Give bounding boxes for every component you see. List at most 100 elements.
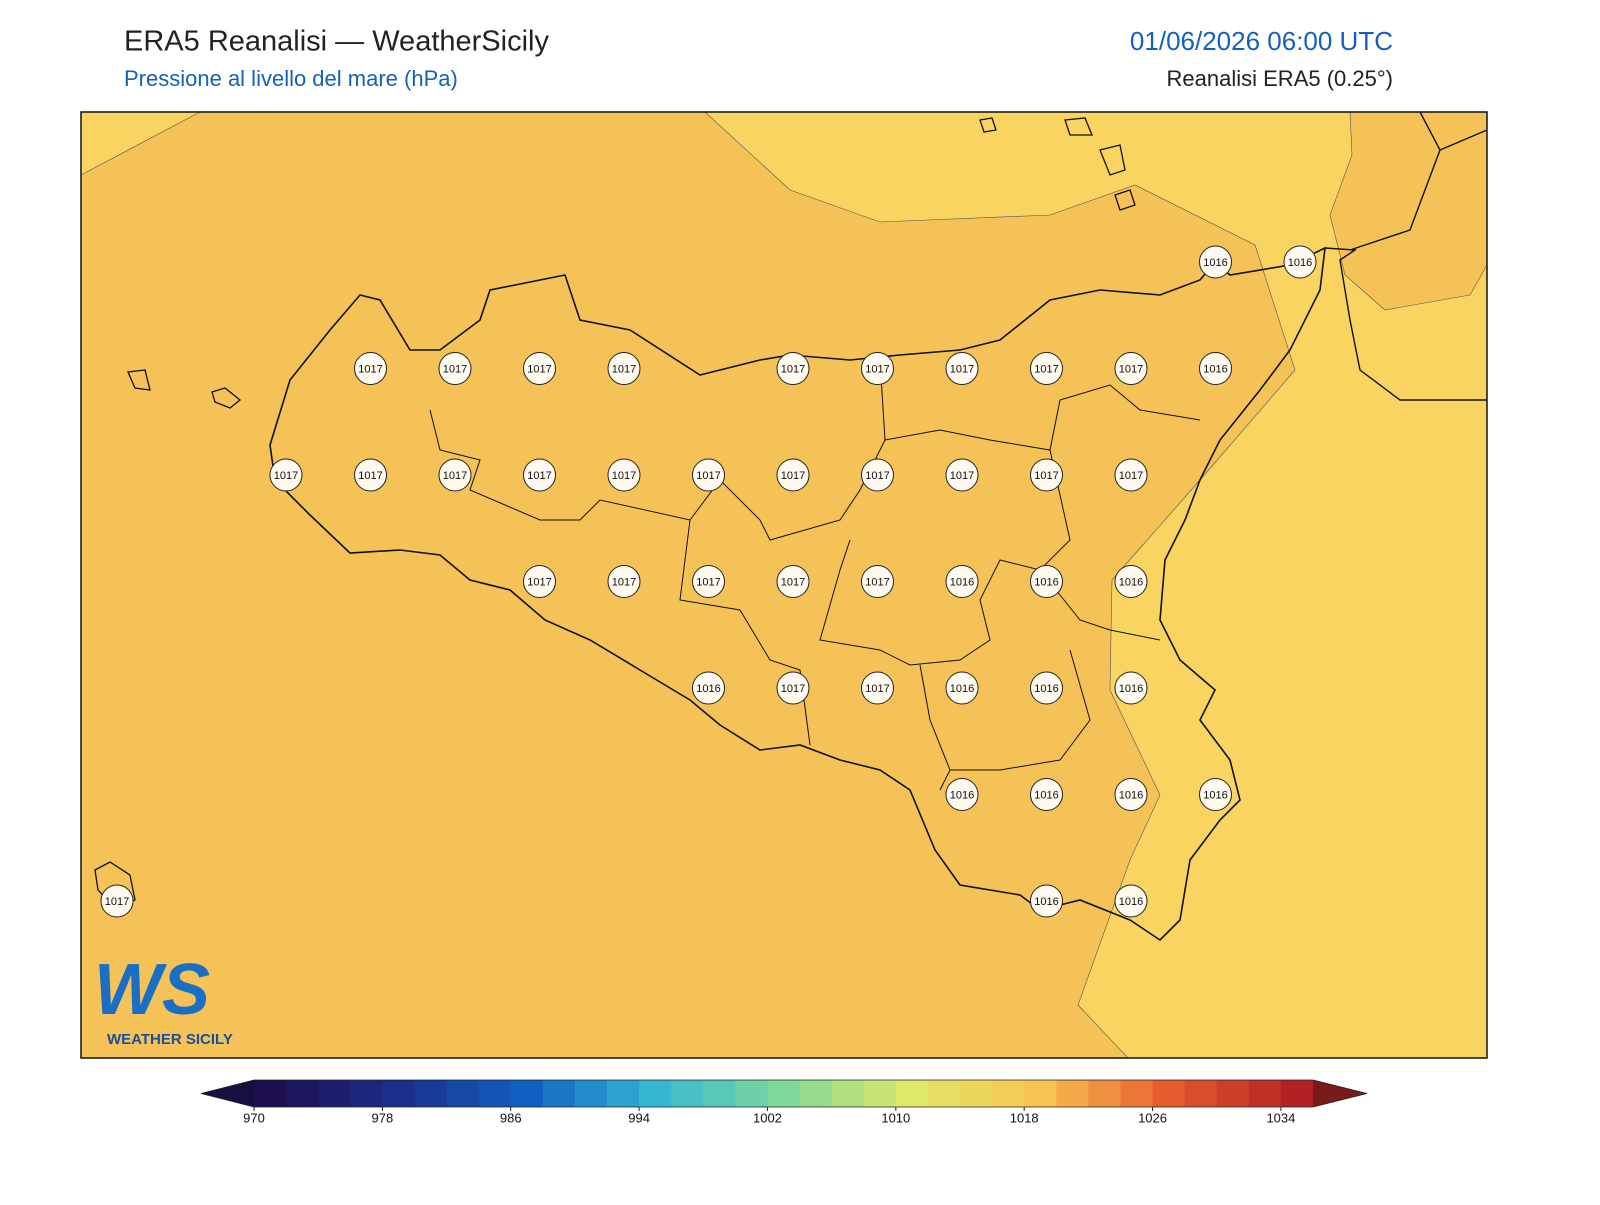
colorbar-extend-max (1313, 1080, 1367, 1107)
colorbar-tick-label: 986 (500, 1110, 522, 1125)
colorbar-bin (960, 1080, 993, 1107)
colorbar-bin (1152, 1080, 1186, 1107)
pressure-marker (1114, 778, 1148, 811)
pressure-marker (861, 458, 894, 492)
pressure-label: 1017 (950, 363, 974, 375)
colorbar-tick-label: 1010 (881, 1110, 910, 1125)
pressure-label: 1017 (865, 363, 889, 375)
pressure-label: 1017 (358, 363, 382, 375)
pressure-label: 1016 (950, 683, 974, 695)
pressure-marker (354, 352, 387, 385)
logo: WS WEATHER SICILY (94, 950, 233, 1048)
colorbar-bin (703, 1080, 736, 1107)
pressure-label: 1017 (1034, 363, 1058, 375)
pressure-marker (438, 352, 472, 385)
pressure-label: 1017 (781, 576, 805, 588)
colorbar-bin (1248, 1080, 1282, 1107)
colorbar-tick-label: 1018 (1010, 1110, 1039, 1125)
colorbar-bin (1184, 1080, 1218, 1107)
colorbar-bin (510, 1080, 544, 1107)
pressure-marker (1114, 352, 1148, 385)
pressure-label: 1017 (865, 683, 889, 695)
colorbar-bin (1216, 1080, 1250, 1107)
colorbar-tick-label: 1002 (753, 1110, 782, 1125)
pressure-marker (607, 458, 641, 492)
colorbar-bin (414, 1080, 448, 1107)
pressure-marker (1114, 565, 1148, 598)
colorbar-bin (671, 1080, 704, 1107)
pressure-label: 1017 (1119, 470, 1143, 482)
colorbar-tick-label: 1026 (1138, 1110, 1167, 1125)
pressure-marker (523, 458, 556, 492)
pressure-marker (1283, 245, 1317, 279)
pressure-label: 1016 (1203, 363, 1227, 375)
pressure-label: 1016 (696, 683, 720, 695)
colorbar-bin (799, 1080, 833, 1107)
coastline (269, 246, 1326, 942)
pressure-marker (776, 565, 810, 598)
colorbar-bin (831, 1080, 865, 1107)
pressure-label: 1017 (696, 576, 720, 588)
pressure-label: 1017 (527, 576, 551, 588)
pressure-marker (523, 352, 556, 385)
pressure-label: 1017 (1119, 363, 1143, 375)
colorbar-tick-label: 1034 (1266, 1110, 1295, 1125)
pressure-label: 1016 (1119, 576, 1143, 588)
pressure-marker (692, 671, 725, 705)
pressure-marker (1030, 778, 1063, 811)
colorbar-bin (542, 1080, 576, 1107)
pressure-label: 1016 (1034, 576, 1058, 588)
pressure-label: 1016 (1034, 896, 1058, 908)
colorbar-bin (478, 1080, 512, 1107)
colorbar-bin (607, 1080, 640, 1107)
colorbar-bin (1120, 1080, 1154, 1107)
pressure-marker (354, 458, 387, 492)
pressure-marker (1199, 778, 1232, 811)
colorbar-bin (767, 1080, 801, 1107)
pressure-label: 1017 (1034, 470, 1058, 482)
pressure-label: 1016 (1288, 257, 1312, 269)
colorbar-bin (1056, 1080, 1089, 1107)
map-frame (80, 111, 1488, 1059)
pressure-marker (945, 352, 979, 385)
pressure-label: 1016 (1034, 789, 1058, 801)
logo-text: WEATHER SICILY (107, 1031, 233, 1048)
pressure-label: 1017 (274, 470, 298, 482)
colorbar-bin (318, 1080, 351, 1107)
logo-mark: WS (94, 950, 210, 1030)
colorbar-bin (1280, 1080, 1314, 1107)
colorbar-extend-min (201, 1080, 254, 1107)
colorbar-bin (992, 1080, 1025, 1107)
colorbar-bin (927, 1080, 961, 1107)
colorbar-bin (254, 1080, 287, 1107)
colorbar-bin (1024, 1080, 1057, 1107)
pressure-label: 1017 (612, 363, 636, 375)
pressure-marker (1199, 352, 1232, 385)
datetime: 01/06/2026 06:00 UTC (1130, 26, 1393, 56)
source: Reanalisi ERA5 (0.25°) (1167, 66, 1393, 91)
pressure-marker (1030, 458, 1063, 492)
pressure-label: 1017 (865, 470, 889, 482)
colorbar-bin (286, 1080, 319, 1107)
colorbar-bin (863, 1080, 897, 1107)
colorbar-bin (574, 1080, 608, 1107)
pressure-marker (1114, 884, 1148, 918)
subtitle: Pressione al livello del mare (hPa) (124, 66, 458, 91)
pressure-label: 1017 (443, 470, 467, 482)
pressure-label: 1017 (781, 683, 805, 695)
pressure-marker (1030, 884, 1063, 918)
pressure-label: 1016 (1119, 896, 1143, 908)
province-borders (429, 359, 1201, 791)
colorbar-bin (639, 1080, 672, 1107)
pressure-marker (776, 671, 810, 705)
pressure-marker (100, 884, 134, 918)
pressure-label: 1017 (781, 470, 805, 482)
pressure-marker (945, 458, 979, 492)
calabria-coast (1324, 111, 1488, 401)
colorbar-bin (735, 1080, 768, 1107)
pressure-label: 1016 (1119, 789, 1143, 801)
pressure-marker (861, 565, 894, 598)
colorbar-bin (382, 1080, 415, 1107)
pressure-marker (861, 352, 894, 385)
